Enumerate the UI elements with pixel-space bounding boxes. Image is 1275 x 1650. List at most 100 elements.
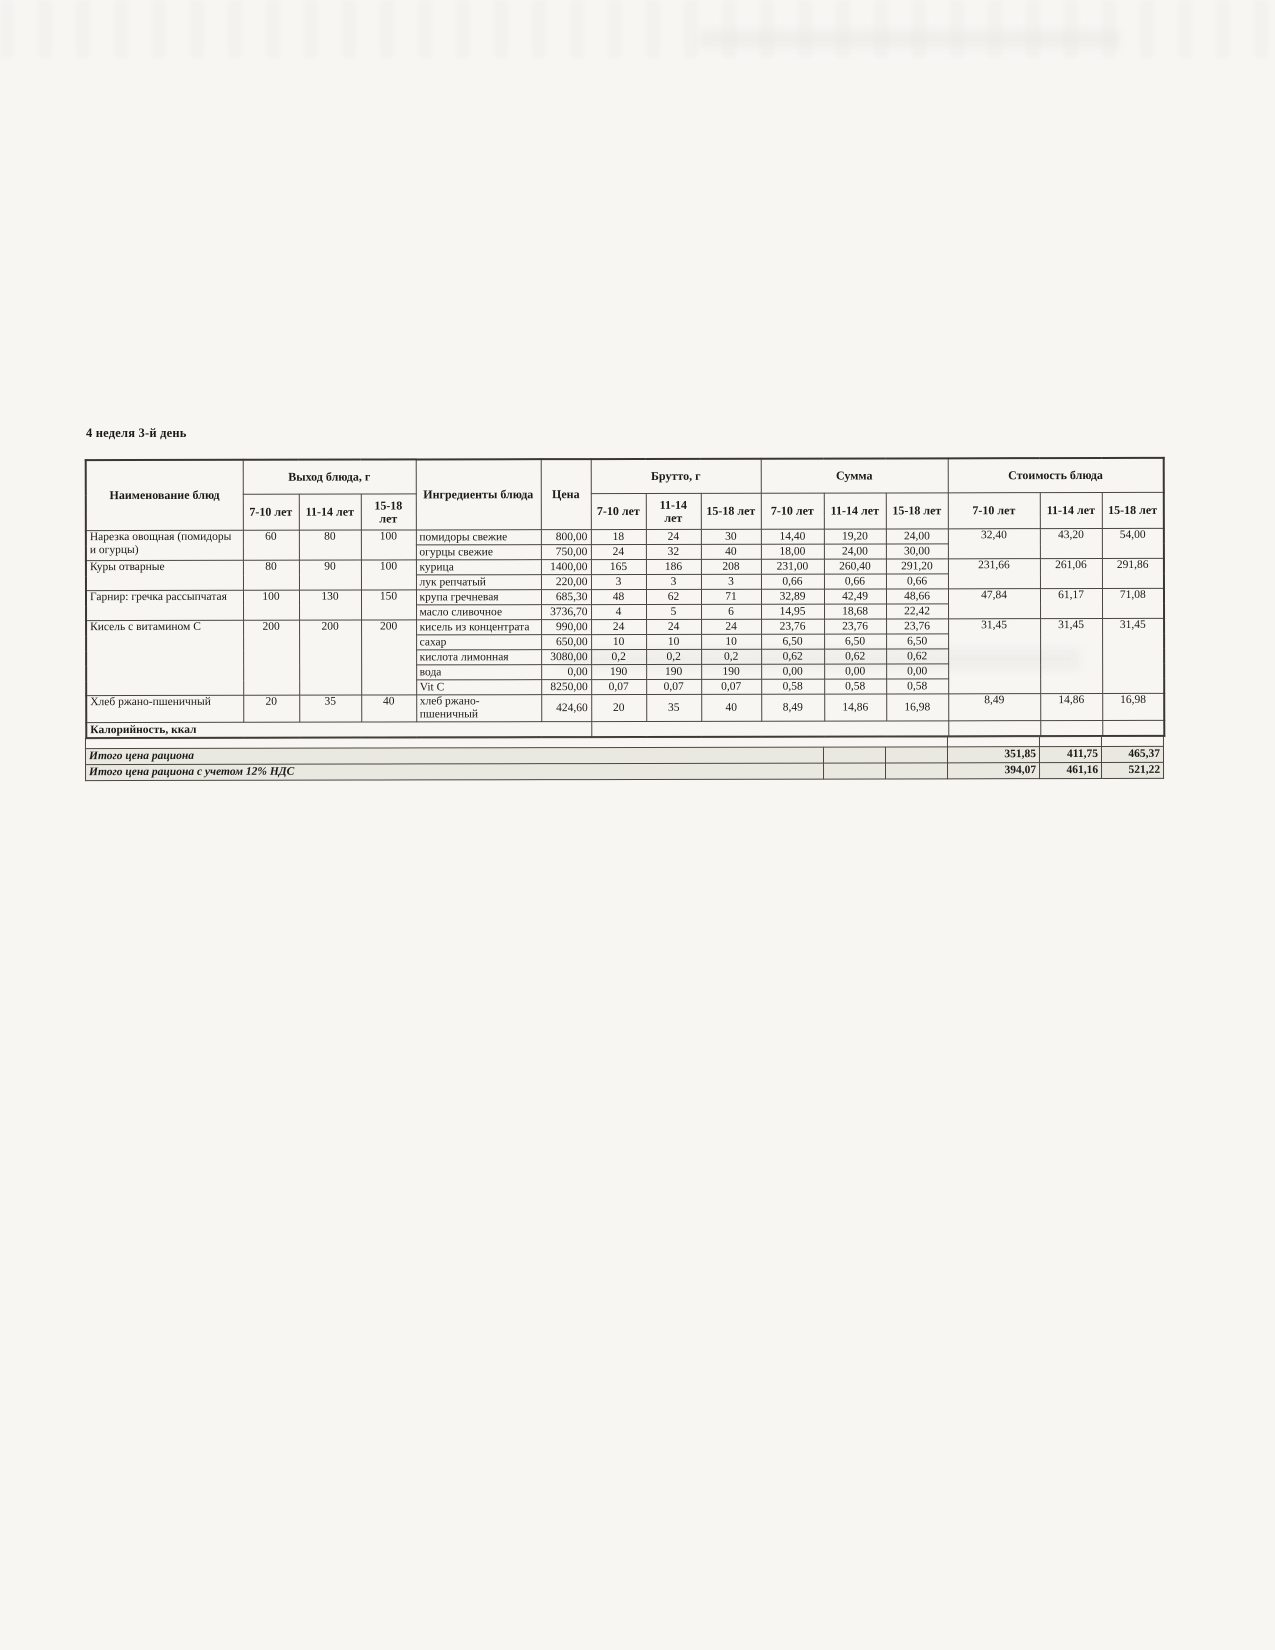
ingredient-row: Куры отварные 80 90 100 курица 1400,00 1…	[85, 558, 1165, 591]
ingredient-cell: масло сливочное	[416, 604, 542, 620]
sum-cell: 291,20	[885, 558, 948, 574]
cost-cell: 71,08	[1102, 588, 1165, 619]
price-cell: 800,00	[540, 529, 591, 545]
gross-cell: 0,2	[701, 649, 762, 665]
total-row: Итого цена рациона с учетом 12% НДС 394,…	[85, 762, 1164, 781]
cost-cell: 32,40	[947, 528, 1040, 559]
gross-cell: 10	[591, 634, 647, 650]
price-cell: 990,00	[541, 619, 592, 635]
sum-cell: 6,50	[824, 633, 887, 650]
sum-cell: 30,00	[885, 543, 948, 559]
gross-cell: 190	[591, 664, 647, 680]
calories-empty-cell	[591, 720, 949, 738]
gross-cell: 0,07	[701, 679, 762, 695]
total-empty-cell	[885, 762, 948, 779]
total-value-cell: 521,22	[1101, 762, 1164, 779]
cost-cell: 291,86	[1101, 558, 1165, 589]
age-header: 15-18 лет	[885, 492, 948, 529]
gross-cell: 24	[645, 529, 701, 545]
gross-cell: 186	[645, 559, 701, 575]
cost-cell: 31,45	[948, 618, 1041, 694]
total-value-cell: 351,85	[947, 746, 1040, 763]
gross-cell: 5	[646, 604, 702, 620]
sum-cell: 6,50	[761, 634, 825, 650]
cost-cell: 8,49	[948, 693, 1041, 721]
col-header-gross: Брутто, г	[590, 458, 761, 494]
gross-cell: 40	[700, 544, 761, 560]
ingredient-cell: сахар	[416, 634, 542, 650]
gross-cell: 0,2	[591, 649, 647, 665]
output-cell: 100	[360, 559, 416, 591]
sum-cell: 0,58	[824, 678, 887, 695]
sum-cell: 260,40	[823, 558, 886, 575]
cost-cell: 261,06	[1039, 558, 1103, 589]
output-cell: 20	[243, 695, 300, 723]
sum-cell: 18,68	[824, 603, 887, 620]
gross-cell: 20	[591, 694, 647, 722]
ingredient-cell: крупа гречневая	[415, 589, 542, 605]
col-header-dish: Наименование блюд	[85, 459, 243, 531]
menu-cost-table: Наименование блюд Выход блюда, г Ингреди…	[84, 456, 1166, 740]
gross-cell: 71	[700, 589, 762, 605]
output-cell: 80	[298, 530, 361, 561]
total-empty-cell	[823, 762, 886, 780]
output-cell: 150	[360, 589, 417, 621]
gross-cell: 165	[590, 559, 646, 575]
gross-cell: 10	[646, 634, 702, 650]
gross-cell: 48	[590, 589, 647, 605]
ingredient-cell: вода	[416, 664, 542, 680]
output-cell: 60	[242, 530, 299, 561]
spacer-cell	[947, 736, 1040, 747]
output-cell: 200	[243, 620, 300, 696]
sum-cell: 0,62	[886, 648, 949, 664]
sum-cell: 23,76	[824, 618, 887, 635]
gross-cell: 0,2	[646, 649, 702, 665]
gross-cell: 3	[590, 574, 646, 590]
cost-cell: 16,98	[1102, 693, 1165, 721]
total-value-cell: 465,37	[1101, 746, 1164, 763]
ingredient-cell: кисель из концентрата	[416, 619, 542, 635]
ingredient-row: Хлеб ржано-пшеничный 20 35 40 хлеб ржано…	[86, 693, 1165, 723]
total-empty-cell	[885, 746, 948, 763]
sum-cell: 24,00	[823, 543, 886, 560]
sum-cell: 48,66	[885, 588, 949, 604]
price-cell: 650,00	[541, 634, 592, 650]
age-header: 15-18 лет	[360, 493, 416, 531]
dish-name-cell: Куры отварные	[85, 560, 243, 591]
output-cell: 100	[360, 529, 416, 561]
sum-cell: 0,00	[761, 664, 825, 680]
sum-cell: 14,86	[824, 693, 887, 722]
gross-cell: 0,07	[646, 679, 702, 695]
ingredient-cell: Vit C	[416, 679, 542, 695]
gross-cell: 3	[700, 574, 761, 590]
gross-cell: 208	[700, 559, 761, 575]
output-cell: 130	[298, 590, 362, 621]
dish-name-cell: Кисель с витамином С	[86, 620, 244, 696]
col-header-ingredients: Ингредиенты блюда	[415, 459, 541, 530]
output-cell: 40	[361, 694, 417, 723]
sum-cell: 23,76	[761, 619, 825, 635]
ingredient-cell: хлеб ржано-пшеничный	[416, 694, 542, 722]
sum-cell: 0,00	[824, 663, 887, 680]
total-value-cell: 461,16	[1039, 762, 1102, 779]
output-cell: 80	[242, 560, 299, 591]
cost-cell: 47,84	[948, 588, 1041, 619]
sum-cell: 32,89	[760, 589, 825, 605]
age-header: 11-14 лет	[823, 492, 886, 530]
gross-cell: 24	[646, 619, 702, 635]
sum-cell: 14,40	[760, 529, 824, 545]
sum-cell: 8,49	[761, 694, 825, 722]
col-header-output: Выход блюда, г	[242, 459, 416, 495]
cost-cell: 31,45	[1102, 618, 1165, 694]
gross-cell: 0,07	[591, 679, 647, 695]
gross-cell: 3	[645, 574, 701, 590]
gross-cell: 190	[701, 664, 762, 680]
sum-cell: 0,66	[823, 573, 886, 590]
gross-cell: 35	[646, 694, 702, 722]
calories-cost-cell	[1040, 720, 1103, 737]
gross-cell: 40	[701, 694, 762, 722]
gross-cell: 18	[590, 529, 646, 545]
gross-cell: 24	[701, 619, 762, 635]
total-value-cell: 394,07	[947, 762, 1040, 779]
price-cell: 3736,70	[541, 604, 592, 620]
